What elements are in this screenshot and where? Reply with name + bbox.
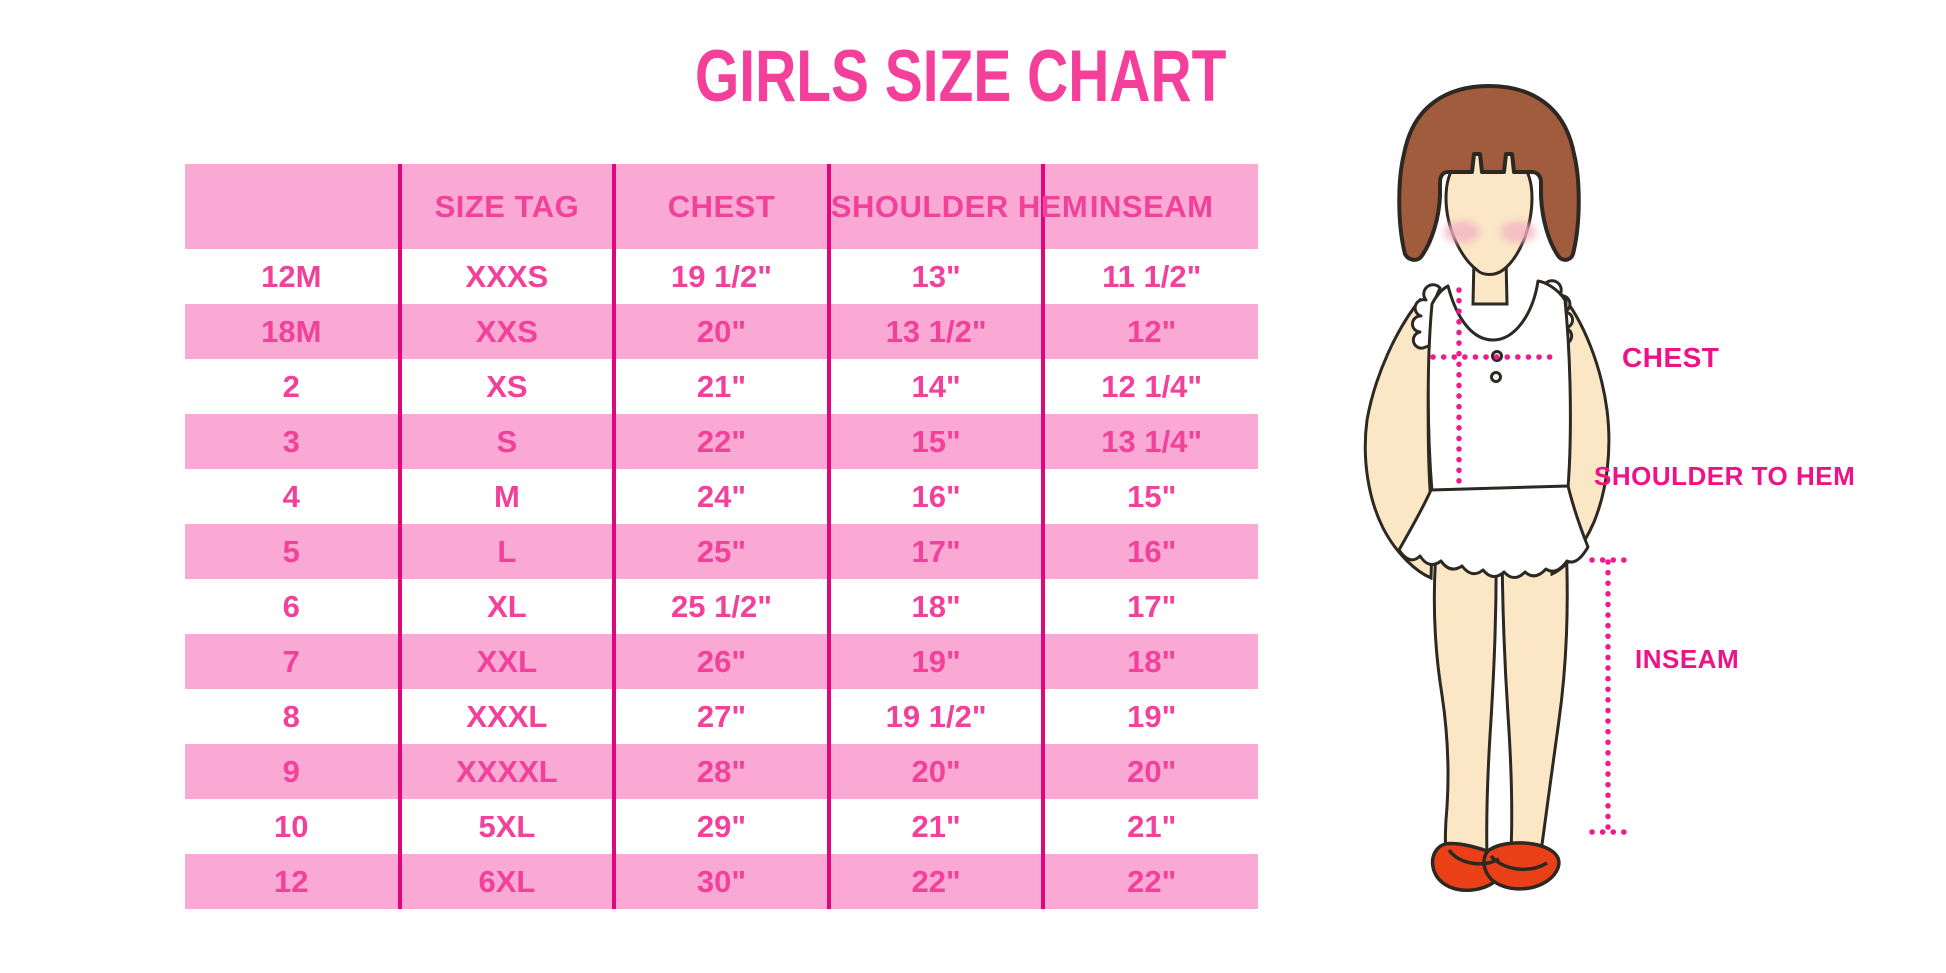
girl-legs bbox=[1432, 518, 1569, 858]
table-row: 10 5XL 29" 21" 21" bbox=[185, 799, 1258, 854]
table-row: 4 M 24" 16" 15" bbox=[185, 469, 1258, 524]
table-cell: 16" bbox=[826, 469, 1044, 524]
table-cell: 5 bbox=[282, 533, 300, 569]
girl-shoes bbox=[1430, 841, 1561, 892]
table-cell: 19 1/2" bbox=[612, 249, 829, 304]
table-cell: 19 1/2" bbox=[826, 689, 1044, 744]
table-cell: 6 bbox=[282, 588, 300, 624]
table-cell: 16" bbox=[1041, 524, 1258, 579]
col-header-size-tag: SIZE TAG bbox=[397, 164, 615, 249]
table-cell: M bbox=[397, 469, 615, 524]
table-cell: 21" bbox=[1041, 799, 1258, 854]
table-cell: 19" bbox=[1041, 689, 1258, 744]
table-row: 7 XXL 26" 19" 18" bbox=[185, 634, 1258, 689]
table-cell: 10 bbox=[274, 808, 309, 844]
table-row: 2 XS 21" 14" 12 1/4" bbox=[185, 359, 1258, 414]
girl-illustration bbox=[1363, 84, 1627, 892]
table-cell: 19" bbox=[826, 634, 1044, 689]
table-cell: 18" bbox=[1041, 634, 1258, 689]
table-cell: 12" bbox=[1041, 304, 1258, 359]
table-cell: XS bbox=[397, 359, 615, 414]
table-cell: 25" bbox=[612, 524, 829, 579]
table-cell: XXXS bbox=[397, 249, 615, 304]
table-cell: 20" bbox=[612, 304, 829, 359]
table-cell: 20" bbox=[826, 744, 1044, 799]
shoulder-to-hem-label: SHOULDER TO HEM bbox=[1594, 461, 1856, 491]
table-cell: 12 1/4" bbox=[1041, 359, 1258, 414]
size-table: SIZE TAG CHEST SHOULDER HEM INSEAM 12M XX… bbox=[185, 164, 1258, 909]
table-cell: 26" bbox=[612, 634, 829, 689]
table-cell: 4 bbox=[282, 478, 300, 514]
table-cell: 18M bbox=[261, 313, 322, 349]
table-cell: XL bbox=[397, 579, 615, 634]
table-cell: 22" bbox=[1041, 854, 1258, 909]
girl-hair bbox=[1397, 84, 1581, 262]
col-header-blank bbox=[185, 164, 400, 249]
chest-label: CHEST bbox=[1622, 342, 1720, 373]
table-cell: XXS bbox=[397, 304, 615, 359]
table-row: 8 XXXL 27" 19 1/2" 19" bbox=[185, 689, 1258, 744]
table-cell: L bbox=[397, 524, 615, 579]
table-cell: 12M bbox=[261, 258, 322, 294]
table-cell: XXXXL bbox=[397, 744, 615, 799]
size-table-header: SIZE TAG CHEST SHOULDER HEM INSEAM bbox=[185, 164, 1258, 249]
table-cell: 15" bbox=[1041, 469, 1258, 524]
table-cell: 22" bbox=[612, 414, 829, 469]
table-cell: 13 1/2" bbox=[826, 304, 1044, 359]
table-cell: 5XL bbox=[397, 799, 615, 854]
col-header-inseam: INSEAM bbox=[1041, 164, 1258, 249]
girl-blush bbox=[1444, 221, 1536, 243]
table-cell: 20" bbox=[1041, 744, 1258, 799]
page-title: GIRLS SIZE CHART bbox=[695, 36, 1227, 117]
table-cell: 25 1/2" bbox=[612, 579, 829, 634]
size-table-body: 12M XXXS 19 1/2" 13" 11 1/2" 18M XXS 20" 13 1/2"… bbox=[185, 249, 1258, 909]
table-row: 12M XXXS 19 1/2" 13" 11 1/2" bbox=[185, 249, 1258, 304]
header-row: SIZE TAG CHEST SHOULDER HEM INSEAM bbox=[185, 164, 1258, 249]
table-row: 12 6XL 30" 22" 22" bbox=[185, 854, 1258, 909]
table-cell: 7 bbox=[282, 643, 300, 679]
table-row: 3 S 22" 15" 13 1/4" bbox=[185, 414, 1258, 469]
table-cell: XXXL bbox=[397, 689, 615, 744]
col-header-chest: CHEST bbox=[612, 164, 829, 249]
table-cell: 27" bbox=[612, 689, 829, 744]
table-cell: 15" bbox=[826, 414, 1044, 469]
inseam-label: INSEAM bbox=[1635, 644, 1740, 674]
table-cell: 12 bbox=[274, 863, 309, 899]
table-cell: 21" bbox=[612, 359, 829, 414]
table-cell: 28" bbox=[612, 744, 829, 799]
table-cell: 24" bbox=[612, 469, 829, 524]
table-cell: 9 bbox=[282, 753, 300, 789]
table-cell: 22" bbox=[826, 854, 1044, 909]
table-cell: 11 1/2" bbox=[1041, 249, 1258, 304]
table-cell: 13" bbox=[826, 249, 1044, 304]
table-cell: 30" bbox=[612, 854, 829, 909]
table-cell: 2 bbox=[282, 368, 300, 404]
col-header-shoulder-hem: SHOULDER HEM bbox=[826, 164, 1088, 249]
table-cell: 17" bbox=[826, 524, 1044, 579]
measurement-guides bbox=[1430, 287, 1627, 835]
table-row: 18M XXS 20" 13 1/2" 12" bbox=[185, 304, 1258, 359]
table-cell: XXL bbox=[397, 634, 615, 689]
table-cell: S bbox=[397, 414, 615, 469]
table-cell: 14" bbox=[826, 359, 1044, 414]
table-cell: 6XL bbox=[397, 854, 615, 909]
table-cell: 8 bbox=[282, 698, 300, 734]
table-cell: 18" bbox=[826, 579, 1044, 634]
table-row: 5 L 25" 17" 16" bbox=[185, 524, 1258, 579]
table-cell: 21" bbox=[826, 799, 1044, 854]
table-row: 6 XL 25 1/2" 18" 17" bbox=[185, 579, 1258, 634]
table-cell: 29" bbox=[612, 799, 829, 854]
table-cell: 17" bbox=[1041, 579, 1258, 634]
table-row: 9 XXXXL 28" 20" 20" bbox=[185, 744, 1258, 799]
table-cell: 3 bbox=[282, 423, 300, 459]
table-cell: 13 1/4" bbox=[1041, 414, 1258, 469]
girl-blouse bbox=[1397, 279, 1590, 579]
